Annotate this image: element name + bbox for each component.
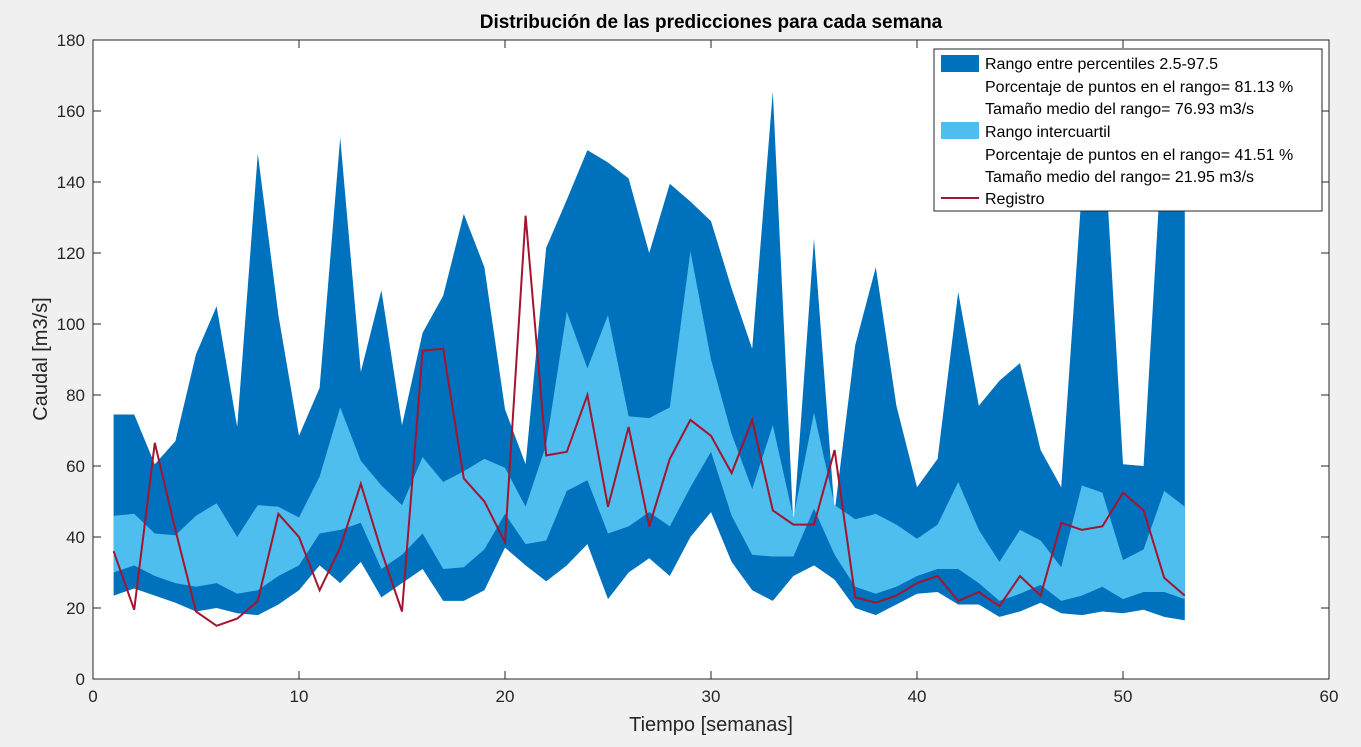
legend[interactable]: Rango entre percentiles 2.5-97.5 Porcent… [933,48,1323,212]
x-tick-label: 0 [88,687,97,706]
interquartile-band-area [113,251,1185,601]
legend-outer-band-percentage: Porcentaje de puntos en el rango= 81.13 … [985,79,1293,96]
legend-label-outer-band: Rango entre percentiles 2.5-97.5 [985,56,1218,73]
x-tick-label: 10 [290,687,309,706]
y-tick-label: 0 [76,670,85,689]
y-axis-label: Caudal [m3/s] [30,297,52,420]
ticks-layer: 0 10 20 30 40 50 60 0 20 40 60 80 100 120 140 160 180 [57,31,1339,706]
x-tick-label: 50 [1114,687,1133,706]
legend-swatch-outer-band [941,55,979,72]
y-tick-label: 180 [57,31,85,50]
y-tick-label: 140 [57,173,85,192]
y-tick-label: 120 [57,244,85,263]
x-tick-label: 30 [702,687,721,706]
chart-title: Distribución de las predicciones para ca… [480,12,943,33]
legend-label-line: Registro [985,191,1045,208]
x-axis-label: Tiempo [semanas] [629,714,793,736]
y-tick-label: 80 [66,386,85,405]
legend-label-inner-band: Rango intercuartil [985,124,1110,141]
y-tick-label: 20 [66,599,85,618]
legend-outer-band-size: Tamaño medio del rango= 76.93 m3/s [985,101,1254,118]
line-layer [112,215,1186,627]
legend-inner-band-size: Tamaño medio del rango= 21.95 m3/s [985,169,1254,186]
legend-inner-band-percentage: Porcentaje de puntos en el rango= 41.51 … [985,147,1293,164]
y-tick-label: 60 [66,457,85,476]
x-tick-label: 60 [1320,687,1339,706]
x-tick-label: 40 [908,687,927,706]
legend-box [933,48,1323,212]
y-tick-label: 40 [66,528,85,547]
x-tick-label: 20 [496,687,515,706]
registro-line [112,215,1186,627]
bands-layer [113,91,1185,621]
y-tick-label: 160 [57,102,85,121]
legend-swatch-inner-band [941,122,979,139]
y-tick-label: 100 [57,315,85,334]
